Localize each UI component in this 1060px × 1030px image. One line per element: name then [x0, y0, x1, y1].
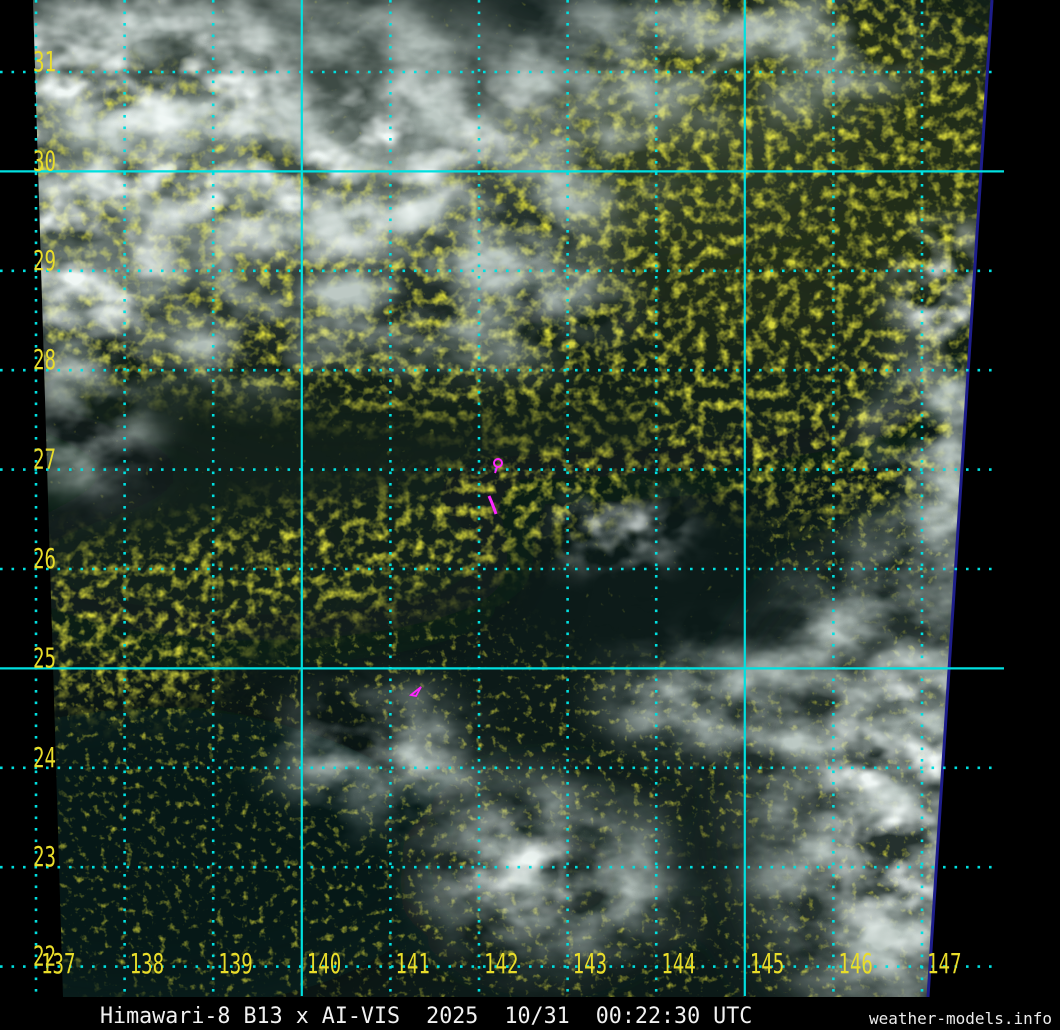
longitude-label: 141	[395, 947, 430, 980]
longitude-label: 143	[573, 947, 608, 980]
longitude-label: 138	[130, 947, 165, 980]
longitude-label: 142	[484, 947, 519, 980]
longitude-label: 137	[41, 947, 76, 980]
caption-bar	[0, 997, 1060, 1030]
longitude-label: 140	[307, 947, 342, 980]
storm-marker-ring-tail	[494, 466, 498, 474]
satellite-raster	[33, 0, 992, 997]
caption-title: Himawari-8 B13 x AI-VIS 2025 10/31 00:22…	[100, 1004, 753, 1029]
latitude-label: 28	[33, 343, 56, 376]
latitude-label: 25	[33, 641, 56, 674]
latitude-label: 31	[33, 45, 56, 78]
storm-marker-streak	[487, 495, 498, 515]
longitude-label: 146	[838, 947, 873, 980]
cloud-bright-layer	[33, 0, 992, 960]
latitude-label: 23	[33, 840, 56, 873]
storm-marker-arrow	[408, 686, 422, 698]
longitude-label: 145	[750, 947, 785, 980]
longitude-label: 144	[661, 947, 696, 980]
storm-markers	[408, 458, 503, 698]
latitude-label: 24	[33, 741, 56, 774]
latitude-label: 26	[33, 542, 56, 575]
swath-edge-line	[926, 0, 994, 997]
latitude-label: 30	[33, 144, 56, 177]
caption-source: weather-models.info	[868, 1009, 1052, 1028]
storm-marker-ring	[493, 458, 503, 474]
latitude-label: 29	[33, 244, 56, 277]
satellite-image: 137 138 139 140 141 142 143 144 145 146 147 31 30 29 2…	[0, 0, 1004, 997]
longitude-label: 139	[218, 947, 253, 980]
latitude-label: 22	[33, 940, 56, 973]
grid-labels: 137 138 139 140 141 142 143 144 145 146 147 31 30 29 2…	[33, 45, 962, 980]
storm-marker-ring-circle	[493, 458, 503, 468]
latitude-label: 27	[33, 443, 56, 476]
longitude-label: 147	[927, 947, 962, 980]
